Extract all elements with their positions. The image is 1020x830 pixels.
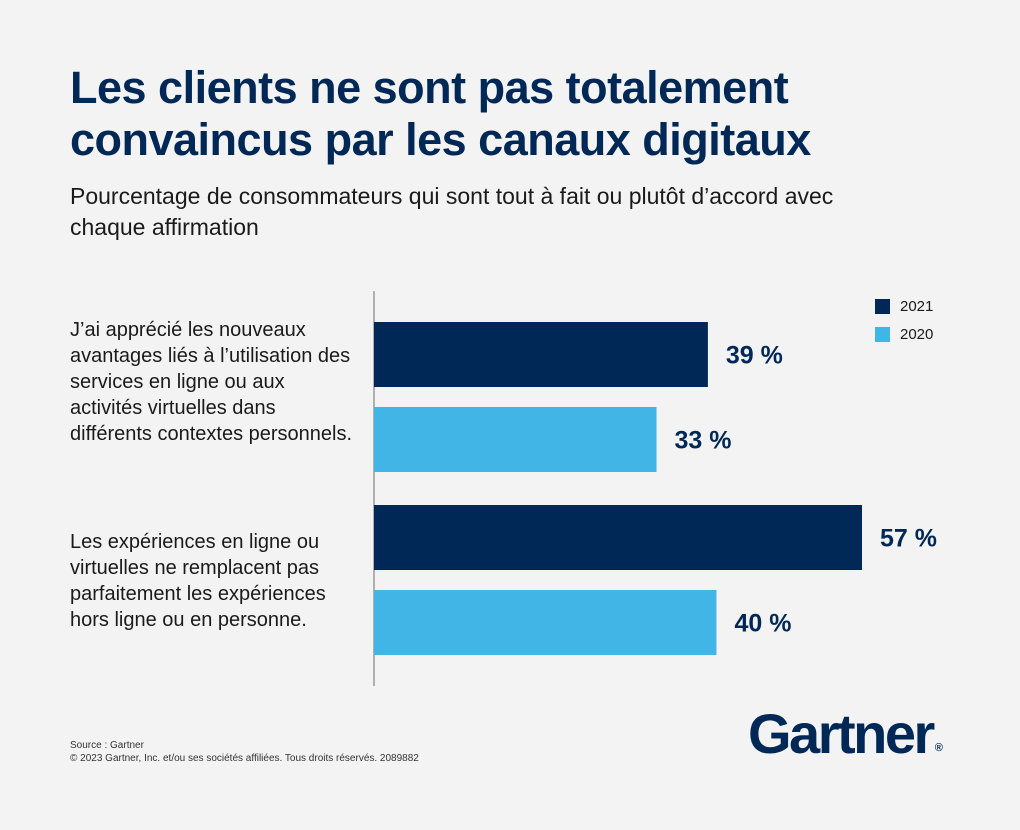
legend-label-2020: 2020 [900,325,934,343]
chart-title: Les clients ne sont pas totalement conva… [70,62,811,165]
legend-swatch-2021 [875,298,890,314]
bar-2021-cat2 [374,505,862,570]
registered-mark: ® [934,742,943,754]
legend-item-2021: 2021 [875,296,933,316]
data-label-2021-cat1: 39 % [726,342,783,370]
legend-swatch-2020 [875,326,890,342]
category-label-1: J’ai apprécié les nouveaux avantages lié… [70,319,353,445]
bar-2021-cat1 [374,322,708,387]
chart-subtitle: Pourcentage de consommateurs qui sont to… [70,183,834,240]
legend: 2021 2020 [875,296,933,352]
category-label-2: Les expériences en ligne ou virtuelles n… [70,531,326,631]
gartner-logo: Gartner ® [748,700,943,782]
bar-2020-cat1 [374,407,657,472]
bar-2020-cat2 [374,590,717,655]
copyright-line: © 2023 Gartner, Inc. et/ou ses sociétés … [70,753,419,764]
data-label-2020-cat1: 33 % [675,427,732,455]
bars-group: 39 % 33 % 57 % 40 % [374,322,937,655]
source-note: Source : Gartner © 2023 Gartner, Inc. et… [70,739,419,765]
data-label-2021-cat2: 57 % [880,525,937,553]
logo-text: Gartner [748,702,935,765]
legend-item-2020: 2020 [875,324,933,344]
legend-label-2021: 2021 [900,297,934,315]
data-label-2020-cat2: 40 % [734,610,791,638]
source-line: Source : Gartner [70,740,144,751]
